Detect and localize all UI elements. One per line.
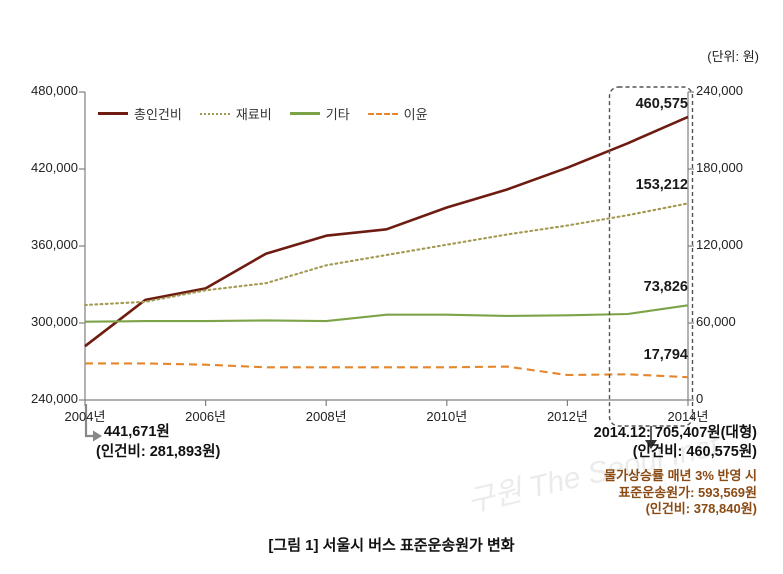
annotation-2004-labor: (인건비: 281,893원) bbox=[96, 444, 221, 460]
value-label-profit: 17,794 bbox=[643, 347, 688, 363]
legend-swatch-other bbox=[289, 112, 320, 115]
legend-swatch-total-labor-cost bbox=[98, 112, 128, 115]
annotation-2014-cost: 2014.12: 705,407원(대형) bbox=[593, 425, 757, 441]
legend-label: 총인건비 bbox=[134, 107, 182, 122]
value-label-other: 73,826 bbox=[643, 279, 688, 295]
unit-label: (단위: 원) bbox=[707, 49, 759, 64]
legend-item-profit: 이윤 bbox=[367, 104, 428, 123]
annotation-2014-block: 2014.12: 705,407원(대형) (인건비: 460,575원) 물가… bbox=[437, 424, 757, 518]
legend-swatch-materials bbox=[199, 112, 230, 115]
value-label-total-labor-cost: 460,575 bbox=[635, 96, 688, 112]
annotation-adjusted-cost: 표준운송원가: 593,569원 bbox=[618, 484, 757, 500]
legend-label: 기타 bbox=[325, 107, 350, 122]
legend-item-materials: 재료비 bbox=[199, 104, 272, 123]
annotation-adjusted-labor: (인건비: 378,840원) bbox=[645, 501, 757, 516]
legend-item-total-labor-cost: 총인건비 bbox=[98, 104, 182, 123]
legend-swatch-profit bbox=[367, 112, 398, 115]
annotation-2014-labor: (인건비: 460,575원) bbox=[632, 444, 757, 460]
chart-legend: 총인건비 재료비 기타 이윤 bbox=[98, 104, 428, 123]
legend-label: 이윤 bbox=[403, 107, 428, 122]
figure-caption: [그림 1] 서울시 버스 표준운송원가 변화 bbox=[268, 537, 515, 554]
annotation-inflation-note: 물가상승률 매년 3% 반영 시 bbox=[604, 468, 757, 483]
value-label-materials: 153,212 bbox=[635, 177, 688, 193]
legend-item-other: 기타 bbox=[289, 104, 350, 123]
annotation-2004-cost: 441,671원 bbox=[104, 424, 170, 440]
legend-label: 재료비 bbox=[235, 107, 272, 122]
